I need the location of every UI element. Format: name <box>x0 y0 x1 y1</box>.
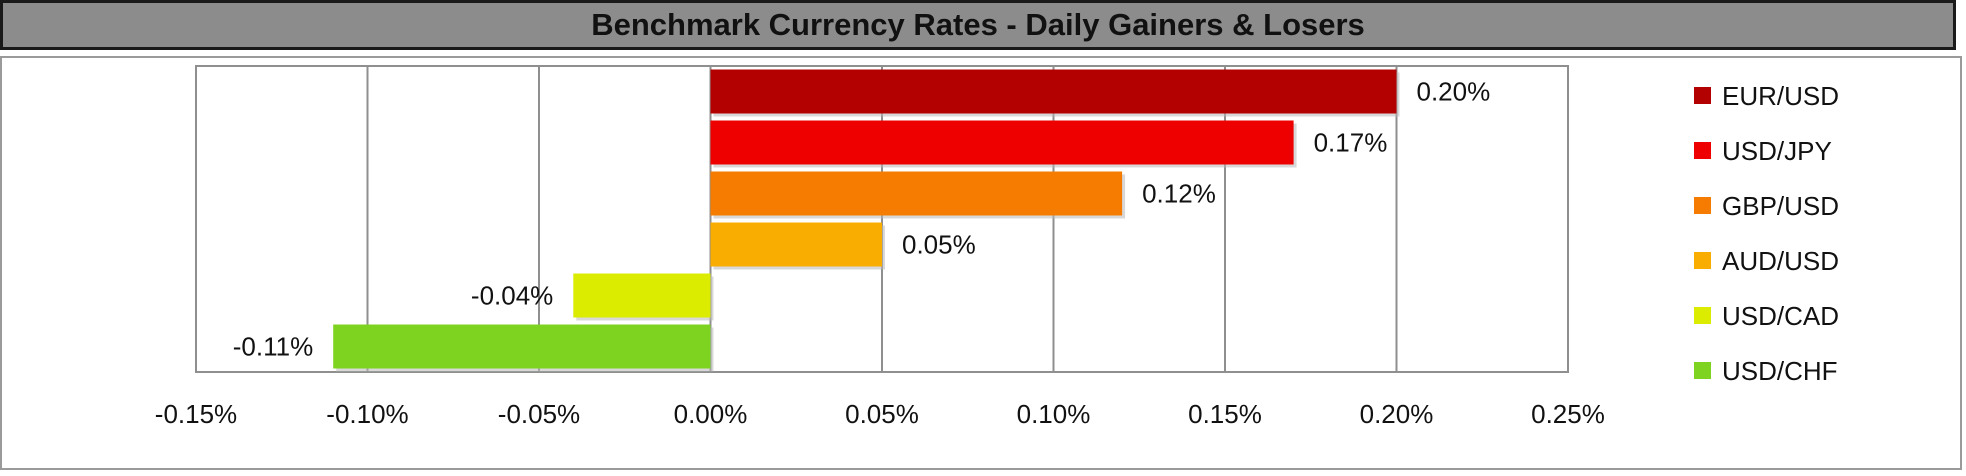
bar-usd-chf <box>333 324 711 369</box>
data-label: -0.04% <box>471 281 553 311</box>
bar-usd-jpy <box>710 120 1294 165</box>
bar-usd-cad <box>573 273 711 318</box>
data-label: 0.12% <box>1142 179 1216 209</box>
legend-swatch <box>1694 252 1711 269</box>
legend-label: USD/JPY <box>1722 136 1832 166</box>
legend-swatch <box>1694 307 1711 324</box>
x-tick-label: 0.10% <box>1017 399 1091 429</box>
x-tick-label: 0.00% <box>674 399 748 429</box>
chart-title-bar: Benchmark Currency Rates - Daily Gainers… <box>0 0 1956 50</box>
legend-swatch <box>1694 142 1711 159</box>
bar-aud-usd <box>710 222 882 267</box>
x-tick-label: 0.25% <box>1531 399 1605 429</box>
x-tick-label: 0.05% <box>845 399 919 429</box>
x-tick-label: 0.20% <box>1360 399 1434 429</box>
data-label: 0.17% <box>1314 128 1388 158</box>
x-tick-label: -0.15% <box>155 399 237 429</box>
data-label: -0.11% <box>233 332 313 362</box>
legend-label: USD/CHF <box>1722 356 1838 386</box>
legend-label: GBP/USD <box>1722 191 1839 221</box>
legend-swatch <box>1694 197 1711 214</box>
chart-title: Benchmark Currency Rates - Daily Gainers… <box>591 7 1365 42</box>
x-tick-label: -0.10% <box>326 399 408 429</box>
x-tick-label: 0.15% <box>1188 399 1262 429</box>
chart-frame: -0.15% -0.10% -0.05% 0.00% 0.05% 0.10% 0.15% 0.… <box>0 56 1962 470</box>
legend-swatch <box>1694 362 1711 379</box>
data-label: 0.05% <box>902 230 976 260</box>
legend-label: AUD/USD <box>1722 246 1839 276</box>
data-label: 0.20% <box>1417 77 1491 107</box>
legend-label: EUR/USD <box>1722 81 1839 111</box>
bar-eur-usd <box>710 69 1397 114</box>
bar-gbp-usd <box>710 171 1123 216</box>
bar-chart: -0.15% -0.10% -0.05% 0.00% 0.05% 0.10% 0.15% 0.… <box>155 65 1839 429</box>
legend-label: USD/CAD <box>1722 301 1839 331</box>
legend-swatch <box>1694 87 1711 104</box>
x-tick-label: -0.05% <box>498 399 580 429</box>
